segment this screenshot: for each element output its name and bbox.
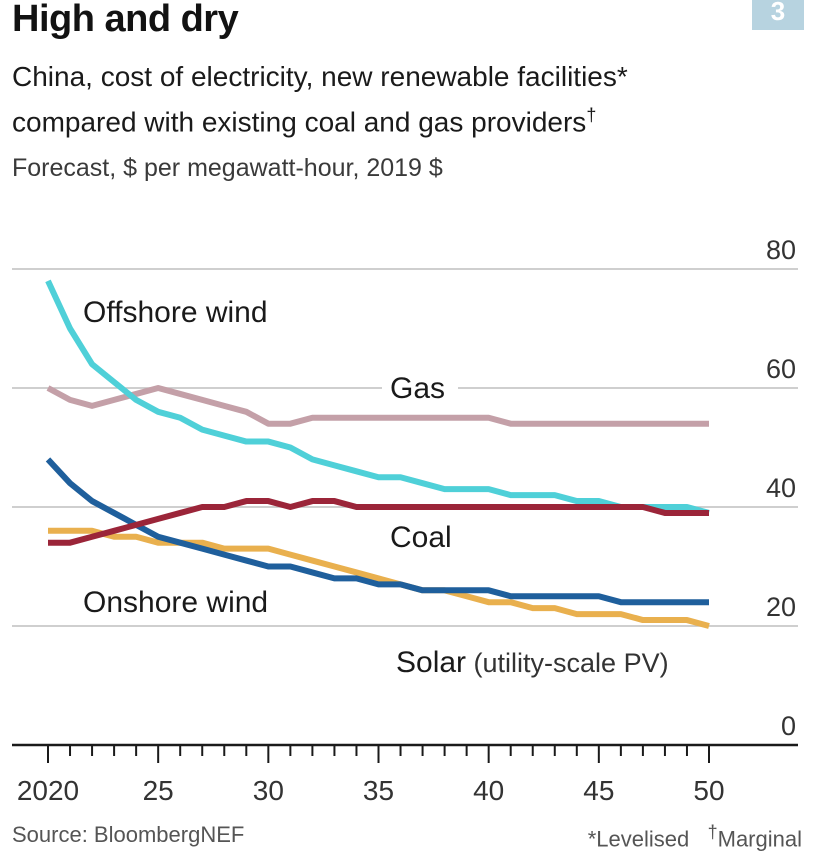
source-note: Source: BloombergNEF xyxy=(12,822,245,847)
chart-subtitle: China, cost of electricity, new renewabl… xyxy=(12,58,812,141)
series-label-offshore-wind: Offshore wind xyxy=(83,296,268,329)
x-tick-label-25: 25 xyxy=(143,775,174,806)
series-label-coal: Coal xyxy=(390,521,452,554)
footnote-marginal: Marginal xyxy=(717,826,802,852)
y-tick-label-0: 0 xyxy=(781,711,796,741)
gas-label-background xyxy=(382,370,458,406)
footnote-levelised: *Levelised xyxy=(587,826,690,852)
series-line-onshore-wind xyxy=(45,457,709,606)
series-label-gas: Gas xyxy=(390,372,445,405)
chart-number-badge: 3 xyxy=(752,0,804,30)
x-tick-label-50: 50 xyxy=(693,775,724,806)
y-tick-label-40: 40 xyxy=(766,473,796,503)
unit-label: Forecast, $ per megawatt-hour, 2019 $ xyxy=(12,154,443,182)
y-tick-label-60: 60 xyxy=(766,354,796,384)
footnotes: *Levelised †Marginal xyxy=(588,822,802,852)
x-tick-label-35: 35 xyxy=(363,775,394,806)
y-tick-label-80: 80 xyxy=(766,235,796,265)
subtitle-line-2: compared with existing coal and gas prov… xyxy=(12,106,587,138)
footnote-dagger-mark: † xyxy=(707,822,718,842)
subtitle-line-1: China, cost of electricity, new renewabl… xyxy=(12,61,628,92)
series-label-solar: Solar (utility-scale PV) xyxy=(396,646,669,679)
x-tick-label-2020: 2020 xyxy=(17,775,79,806)
x-tick-label-45: 45 xyxy=(583,775,614,806)
y-tick-label-20: 20 xyxy=(766,592,796,622)
series-line-offshore-wind xyxy=(45,279,710,516)
series-line-solar xyxy=(48,527,710,629)
series-line-coal xyxy=(48,498,709,546)
series-label-onshore-wind: Onshore wind xyxy=(83,586,268,619)
subtitle-dagger: † xyxy=(586,105,597,125)
chart-title: High and dry xyxy=(12,0,239,40)
x-tick-label-40: 40 xyxy=(473,775,504,806)
series-line-gas xyxy=(46,385,709,427)
x-tick-label-30: 30 xyxy=(253,775,284,806)
